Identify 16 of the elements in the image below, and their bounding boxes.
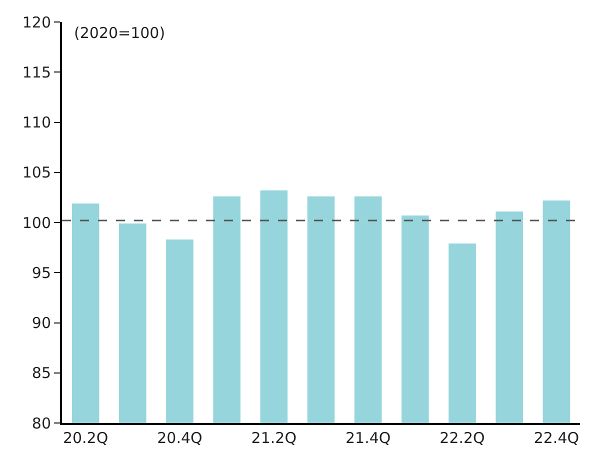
y-tick-label: 80 [32,414,51,432]
y-tick-label: 95 [32,264,51,282]
annotation: (2020=100) [74,24,166,42]
y-tick-label: 100 [22,214,51,232]
y-tick-label: 105 [22,164,51,182]
y-tick-label: 110 [22,114,51,132]
x-tick-label: 22.2Q [440,429,485,447]
y-tick-label: 120 [22,13,51,32]
x-tick-label: 20.2Q [62,429,108,447]
y-tick-label: 115 [22,63,51,82]
y-tick-label: 90 [32,314,51,332]
x-tick-label: 21.4Q [345,429,391,447]
x-tick-label: 20.4Q [157,429,202,447]
x-tick-label: 22.4Q [534,429,580,447]
x-tick-label: 21.2Q [251,429,297,447]
y-tick-label: 85 [32,364,51,382]
